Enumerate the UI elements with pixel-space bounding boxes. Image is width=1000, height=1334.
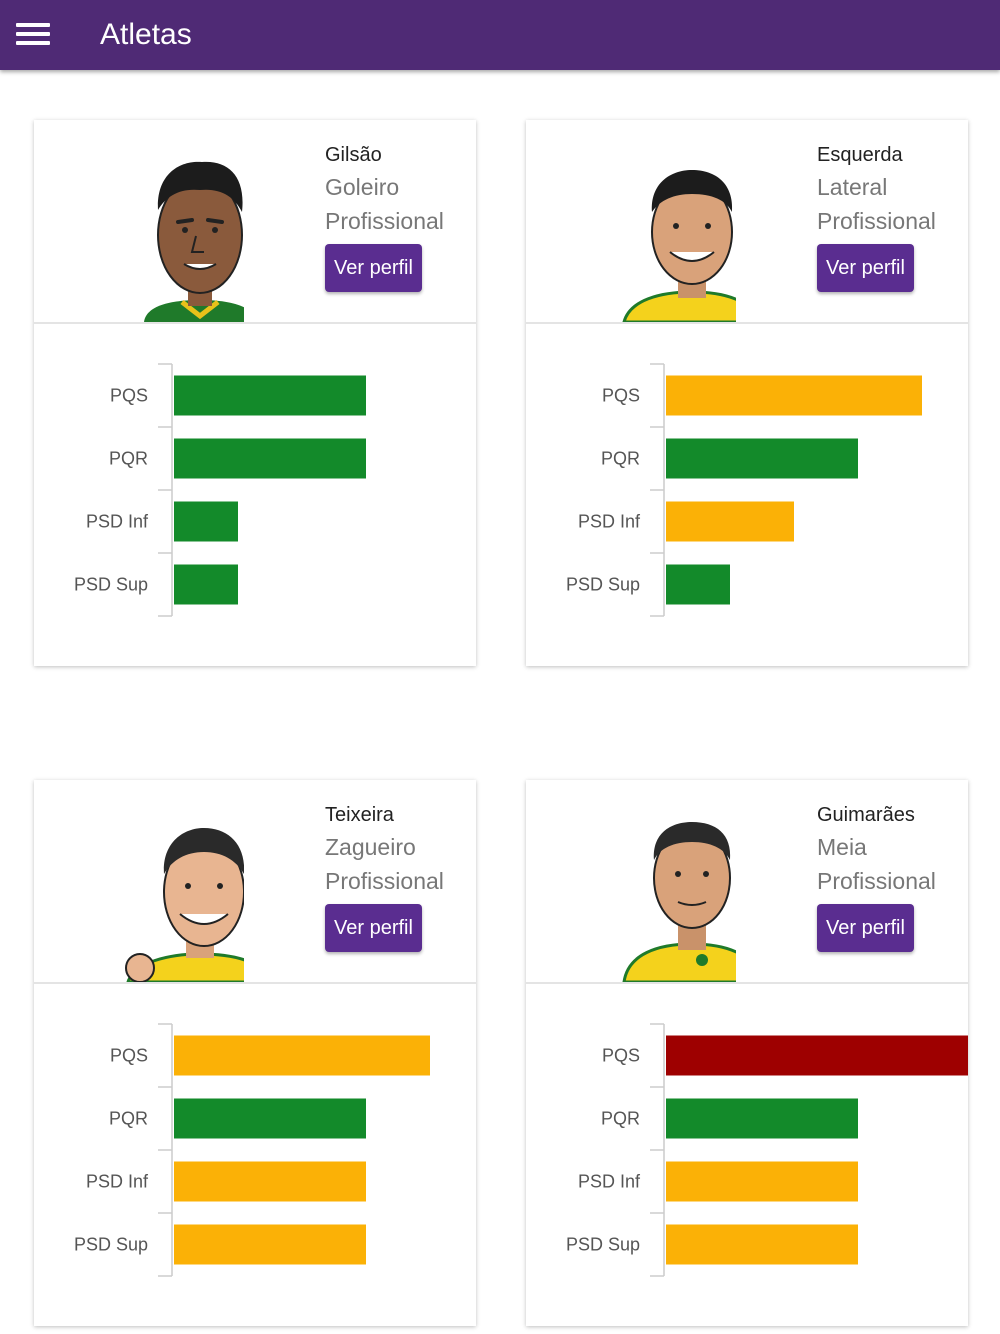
athlete-position: Zagueiro: [325, 834, 416, 860]
chart-category-label: PQR: [601, 1109, 640, 1129]
athlete-card: Esquerda Lateral Profissional Ver perfil…: [526, 120, 968, 666]
chart-bar: [666, 375, 922, 416]
athlete-level: Profissional: [817, 208, 936, 234]
athlete-info: Gilsão Goleiro Profissional Ver perfil: [325, 142, 444, 292]
chart-category-label: PSD Sup: [74, 575, 148, 595]
chart-bar: [666, 1098, 858, 1139]
athlete-position: Lateral: [817, 174, 888, 200]
athlete-level: Profissional: [325, 868, 444, 894]
view-profile-button[interactable]: Ver perfil: [325, 244, 422, 292]
athlete-bar-chart: PQS PQR PSD Inf PSD Sup: [74, 1023, 430, 1277]
athlete-position: Goleiro: [325, 174, 400, 200]
view-profile-button[interactable]: Ver perfil: [817, 244, 914, 292]
chart-category-label: PSD Sup: [566, 575, 640, 595]
athlete-avatar: [74, 140, 244, 322]
chart-bar: [174, 1224, 366, 1265]
athlete-card-header: Guimarães Meia Profissional Ver perfil: [526, 780, 968, 984]
athlete-bar-chart: PQS PQR PSD Inf PSD Sup: [566, 1023, 968, 1277]
athlete-avatar: [566, 140, 736, 322]
chart-category-label: PSD Sup: [74, 1235, 148, 1255]
athlete-avatar: [74, 800, 244, 982]
athlete-name: Teixeira: [325, 804, 394, 826]
athlete-bar-chart: PQS PQR PSD Inf PSD Sup: [74, 363, 366, 617]
chart-bar: [666, 438, 858, 479]
chart-category-label: PQR: [109, 449, 148, 469]
chart-category-label: PQS: [602, 386, 640, 406]
chart-category-label: PQS: [110, 386, 148, 406]
athlete-position: Meia: [817, 834, 867, 860]
athlete-card: Teixeira Zagueiro Profissional Ver perfi…: [34, 780, 476, 1326]
chart-bar: [174, 501, 238, 542]
view-profile-button[interactable]: Ver perfil: [325, 904, 422, 952]
athlete-name: Guimarães: [817, 804, 915, 826]
chart-bar: [666, 1161, 858, 1202]
chart-category-label: PSD Inf: [86, 512, 149, 532]
app-bar: Atletas: [0, 0, 1000, 70]
athlete-info: Esquerda Lateral Profissional Ver perfil: [817, 142, 936, 292]
chart-bar: [174, 438, 366, 479]
athlete-info: Teixeira Zagueiro Profissional Ver perfi…: [325, 802, 444, 952]
chart-bar: [666, 564, 730, 605]
athlete-card: Gilsão Goleiro Profissional Ver perfil P…: [34, 120, 476, 666]
chart-bar: [666, 501, 794, 542]
chart-category-label: PQR: [109, 1109, 148, 1129]
page-title: Atletas: [100, 18, 192, 51]
athlete-name: Esquerda: [817, 144, 903, 166]
view-profile-button[interactable]: Ver perfil: [817, 904, 914, 952]
athlete-card: Guimarães Meia Profissional Ver perfil P…: [526, 780, 968, 1326]
chart-category-label: PSD Inf: [578, 1172, 641, 1192]
chart-bar: [174, 1098, 366, 1139]
athlete-card-header: Esquerda Lateral Profissional Ver perfil: [526, 120, 968, 324]
athlete-card-header: Gilsão Goleiro Profissional Ver perfil: [34, 120, 476, 324]
chart-category-label: PSD Inf: [578, 512, 641, 532]
athlete-card-header: Teixeira Zagueiro Profissional Ver perfi…: [34, 780, 476, 984]
chart-bar: [174, 375, 366, 416]
athlete-info: Guimarães Meia Profissional Ver perfil: [817, 802, 936, 952]
chart-bar: [666, 1224, 858, 1265]
chart-category-label: PQS: [110, 1046, 148, 1066]
chart-bar: [174, 1161, 366, 1202]
athlete-bar-chart: PQS PQR PSD Inf PSD Sup: [566, 363, 922, 617]
chart-bar: [174, 564, 238, 605]
chart-category-label: PQS: [602, 1046, 640, 1066]
chart-category-label: PQR: [601, 449, 640, 469]
athlete-name: Gilsão: [325, 144, 382, 166]
chart-category-label: PSD Inf: [86, 1172, 149, 1192]
chart-bar: [174, 1035, 430, 1076]
athlete-level: Profissional: [817, 868, 936, 894]
chart-category-label: PSD Sup: [566, 1235, 640, 1255]
menu-icon[interactable]: [10, 14, 56, 54]
athlete-level: Profissional: [325, 208, 444, 234]
chart-bar: [666, 1035, 968, 1076]
athlete-avatar: [566, 800, 736, 982]
